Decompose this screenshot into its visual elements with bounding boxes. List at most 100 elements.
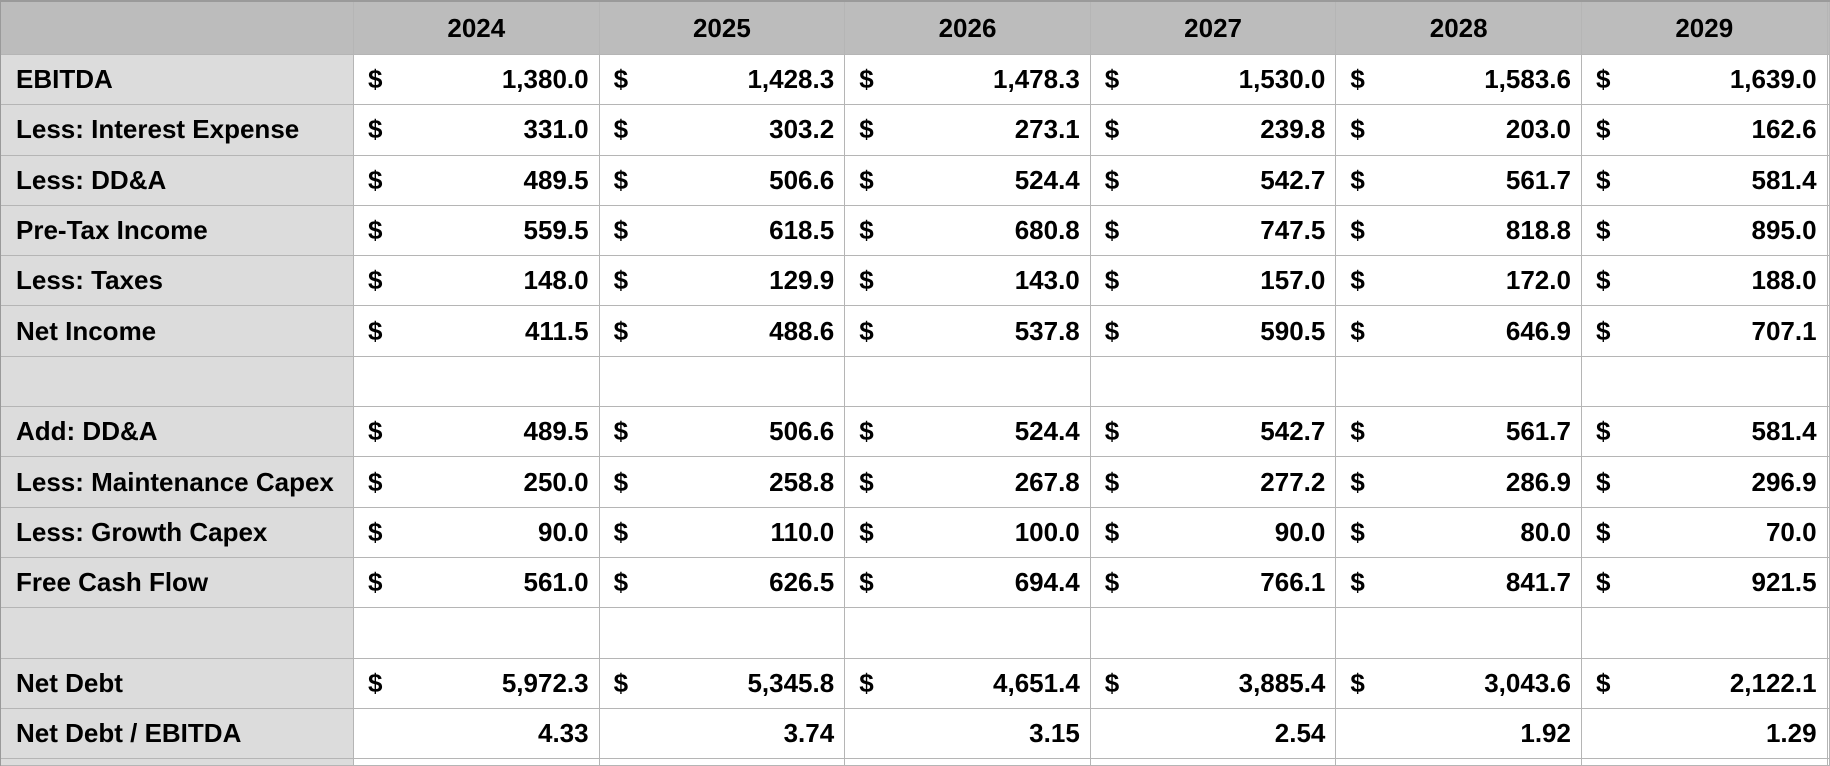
row-label[interactable]: Less: Maintenance Capex	[1, 457, 354, 508]
value-cell[interactable]: $148.0	[354, 256, 600, 307]
value-cell[interactable]: $5,972.3	[354, 658, 600, 709]
value-cell[interactable]: $537.8	[845, 306, 1091, 357]
value-cell[interactable]: $618.5	[599, 205, 846, 257]
value-cell[interactable]: $267.8	[845, 457, 1091, 508]
value-cell[interactable]: $129.9	[599, 256, 846, 307]
value-cell[interactable]: $90.0	[354, 507, 600, 558]
value-cell[interactable]: $70.0	[1581, 507, 1828, 558]
empty-cell[interactable]	[599, 608, 846, 659]
value-cell[interactable]: $100.0	[845, 507, 1091, 558]
value-cell[interactable]: $561.0	[354, 557, 600, 609]
value-cell[interactable]: $841.7	[1336, 557, 1582, 609]
value-cell[interactable]: $895.0	[1581, 205, 1828, 257]
value-cell[interactable]: $489.5	[354, 407, 600, 458]
value-cell[interactable]: $581.4	[1581, 155, 1828, 206]
value-cell[interactable]: $766.1	[1090, 557, 1337, 609]
value-cell[interactable]: $110.0	[599, 507, 846, 558]
row-label-blank[interactable]	[1, 356, 354, 408]
value-cell[interactable]: $694.4	[845, 557, 1091, 609]
value-cell[interactable]: $1,428.3	[599, 55, 846, 106]
value-cell[interactable]: $303.2	[599, 105, 846, 156]
value-cell[interactable]: $489.5	[354, 155, 600, 206]
row-label[interactable]: Add: DD&A	[1, 407, 354, 458]
row-label[interactable]: Less: Interest Expense	[1, 105, 354, 156]
value-cell[interactable]: $818.8	[1336, 205, 1582, 257]
value-cell[interactable]: $157.0	[1090, 256, 1337, 307]
value-cell[interactable]: $590.5	[1090, 306, 1337, 357]
value-cell[interactable]: $273.1	[845, 105, 1091, 156]
row-label[interactable]: Net Debt / EBITDA	[1, 708, 354, 760]
column-header-2024[interactable]: 2024	[354, 2, 600, 55]
value-cell[interactable]: $1,478.3	[845, 55, 1091, 106]
value-cell[interactable]: $239.8	[1090, 105, 1337, 156]
value-cell[interactable]: $581.4	[1581, 407, 1828, 458]
column-header-2025[interactable]: 2025	[599, 2, 846, 55]
value-cell[interactable]: $2,122.1	[1581, 658, 1828, 709]
value-cell[interactable]: $286.9	[1336, 457, 1582, 508]
empty-cell[interactable]	[1090, 356, 1337, 408]
column-header-2026[interactable]: 2026	[845, 2, 1091, 55]
empty-cell[interactable]	[1336, 608, 1582, 659]
row-label[interactable]: Less: Taxes	[1, 256, 354, 307]
value-cell[interactable]: $646.9	[1336, 306, 1582, 357]
value-cell[interactable]: $80.0	[1336, 507, 1582, 558]
value-cell[interactable]: $921.5	[1581, 557, 1828, 609]
value-cell[interactable]: $258.8	[599, 457, 846, 508]
corner-header-cell[interactable]	[1, 2, 354, 55]
value-cell[interactable]: $542.7	[1090, 407, 1337, 458]
value-cell[interactable]: $680.8	[845, 205, 1091, 257]
empty-cell[interactable]	[845, 356, 1091, 408]
row-label[interactable]: Net Debt	[1, 658, 354, 709]
empty-cell[interactable]	[354, 608, 600, 659]
value-cell[interactable]: $296.9	[1581, 457, 1828, 508]
value-cell[interactable]: $488.6	[599, 306, 846, 357]
row-label-blank[interactable]	[1, 608, 354, 659]
value-cell[interactable]: $1,639.0	[1581, 55, 1828, 106]
value-cell[interactable]: $250.0	[354, 457, 600, 508]
row-label[interactable]: Less: DD&A	[1, 155, 354, 206]
value-cell[interactable]: $162.6	[1581, 105, 1828, 156]
row-label[interactable]: EBITDA	[1, 55, 354, 106]
value-cell[interactable]: $707.1	[1581, 306, 1828, 357]
empty-cell[interactable]	[599, 356, 846, 408]
row-label[interactable]: Less: Growth Capex	[1, 507, 354, 558]
value-cell[interactable]: 3.74	[599, 708, 846, 760]
empty-cell[interactable]	[1090, 608, 1337, 659]
column-header-2027[interactable]: 2027	[1090, 2, 1337, 55]
value-cell[interactable]: $172.0	[1336, 256, 1582, 307]
value-cell[interactable]: 4.33	[354, 708, 600, 760]
empty-cell[interactable]	[354, 356, 600, 408]
empty-cell[interactable]	[1336, 356, 1582, 408]
value-cell[interactable]: $90.0	[1090, 507, 1337, 558]
value-cell[interactable]: $561.7	[1336, 155, 1582, 206]
value-cell[interactable]: $143.0	[845, 256, 1091, 307]
row-label[interactable]: Net Income	[1, 306, 354, 357]
value-cell[interactable]: $1,583.6	[1336, 55, 1582, 106]
empty-cell[interactable]	[1581, 356, 1828, 408]
value-cell[interactable]: $4,651.4	[845, 658, 1091, 709]
value-cell[interactable]: $542.7	[1090, 155, 1337, 206]
value-cell[interactable]: $411.5	[354, 306, 600, 357]
value-cell[interactable]: $3,885.4	[1090, 658, 1337, 709]
column-header-2029[interactable]: 2029	[1581, 2, 1828, 55]
value-cell[interactable]: 1.92	[1336, 708, 1582, 760]
value-cell[interactable]: $5,345.8	[599, 658, 846, 709]
empty-cell[interactable]	[1581, 608, 1828, 659]
column-header-2028[interactable]: 2028	[1336, 2, 1582, 55]
value-cell[interactable]: $203.0	[1336, 105, 1582, 156]
value-cell[interactable]: $3,043.6	[1336, 658, 1582, 709]
row-label[interactable]: Pre-Tax Income	[1, 205, 354, 257]
value-cell[interactable]: $188.0	[1581, 256, 1828, 307]
value-cell[interactable]: $747.5	[1090, 205, 1337, 257]
value-cell[interactable]: $626.5	[599, 557, 846, 609]
value-cell[interactable]: $561.7	[1336, 407, 1582, 458]
value-cell[interactable]: $506.6	[599, 407, 846, 458]
value-cell[interactable]: $524.4	[845, 155, 1091, 206]
value-cell[interactable]: $1,530.0	[1090, 55, 1337, 106]
value-cell[interactable]: $559.5	[354, 205, 600, 257]
row-label[interactable]: Free Cash Flow	[1, 557, 354, 609]
value-cell[interactable]: 3.15	[845, 708, 1091, 760]
value-cell[interactable]: $331.0	[354, 105, 600, 156]
value-cell[interactable]: $506.6	[599, 155, 846, 206]
value-cell[interactable]: $1,380.0	[354, 55, 600, 106]
